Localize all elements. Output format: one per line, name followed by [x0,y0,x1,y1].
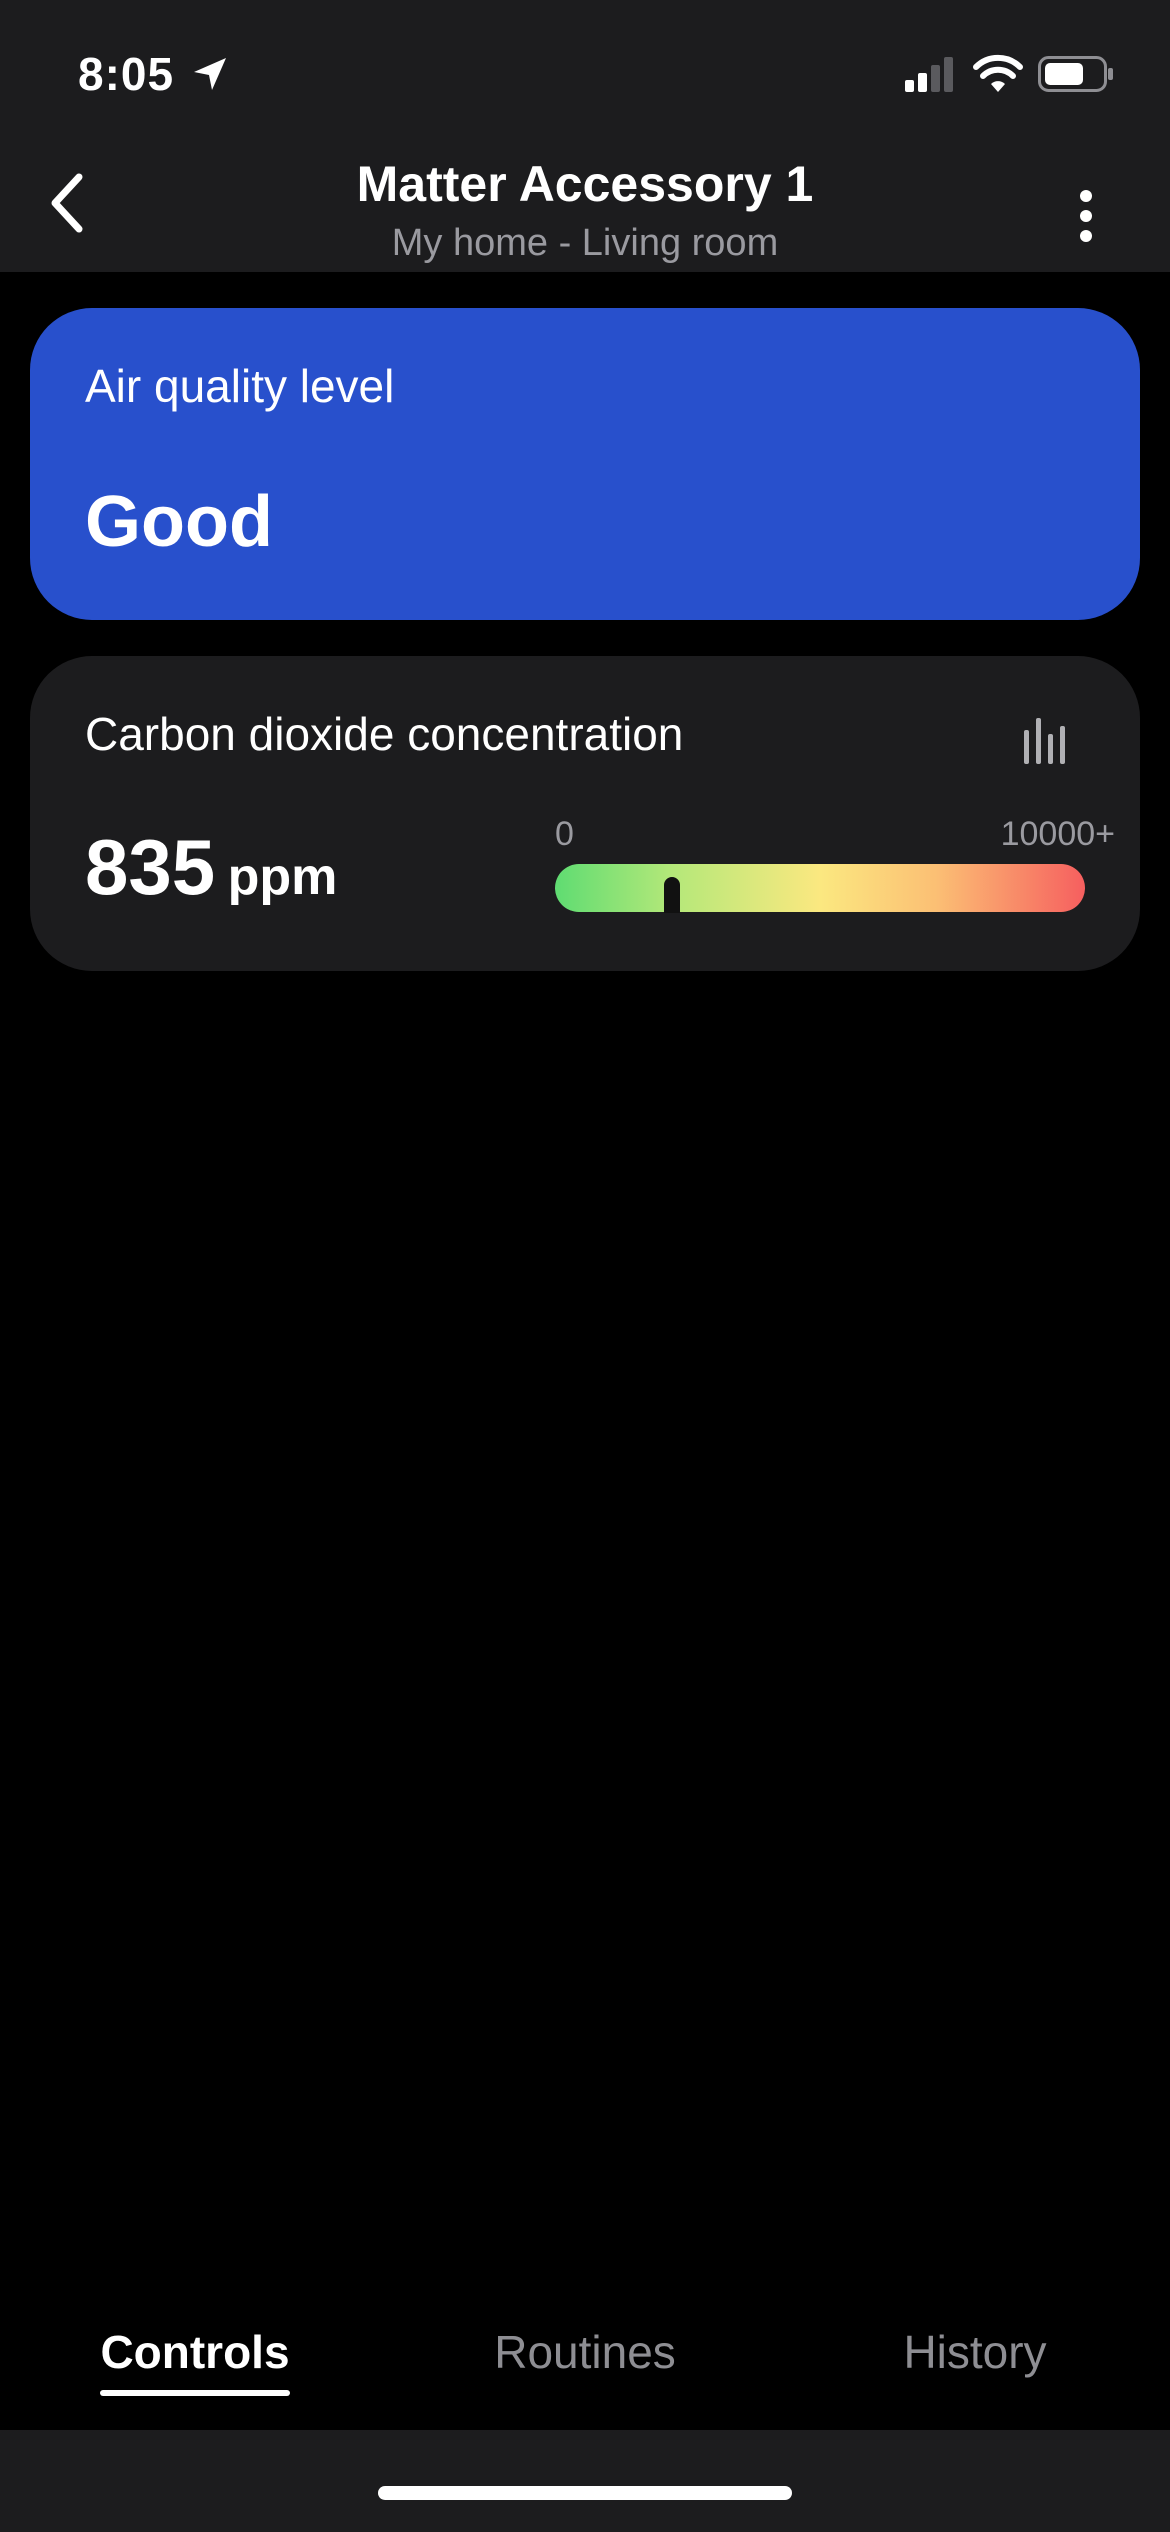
page-subtitle: My home - Living room [391,222,779,264]
status-bar: 8:05 [0,0,1170,140]
header-area: 8:05 Matter Accessory 1 My home - L [0,0,1170,272]
tab-history-label: History [903,2326,1047,2378]
co2-reading: 835 ppm [85,822,337,935]
status-time: 8:05 [78,48,175,100]
air-quality-value: Good [85,482,273,562]
co2-card[interactable]: Carbon dioxide concentration 835 ppm 0 1… [30,656,1140,971]
nav-bar: Matter Accessory 1 My home - Living room [0,140,1170,272]
tab-history[interactable]: History [870,2324,1080,2414]
co2-label: Carbon dioxide concentration [85,708,684,760]
air-quality-card[interactable]: Air quality level Good [30,308,1140,620]
co2-value: 835 [85,823,216,911]
tab-controls-label: Controls [100,2326,290,2378]
gauge-min-label: 0 [555,815,574,853]
chevron-left-icon [51,173,83,233]
tab-routines[interactable]: Routines [470,2324,700,2414]
home-indicator[interactable] [378,2486,792,2500]
battery-icon [1038,56,1113,92]
back-button[interactable] [30,166,104,240]
co2-unit: ppm [227,848,338,906]
co2-gauge-bar [555,864,1085,913]
location-arrow-icon [194,58,226,90]
cellular-signal-icon [905,57,953,92]
tab-routines-label: Routines [494,2326,676,2378]
wifi-icon [973,54,1023,92]
more-vertical-icon [1080,190,1092,242]
active-tab-indicator [100,2390,290,2396]
page-title: Matter Accessory 1 [356,156,814,212]
tab-bar: Controls Routines History [0,2300,1170,2430]
air-quality-label: Air quality level [85,360,395,412]
home-indicator-area [0,2430,1170,2532]
tab-controls[interactable]: Controls [100,2324,290,2414]
gauge-max-label: 10000+ [1000,815,1115,853]
more-options-button[interactable] [1056,176,1116,256]
gauge-marker [663,877,680,913]
bar-chart-icon[interactable] [1022,716,1068,764]
